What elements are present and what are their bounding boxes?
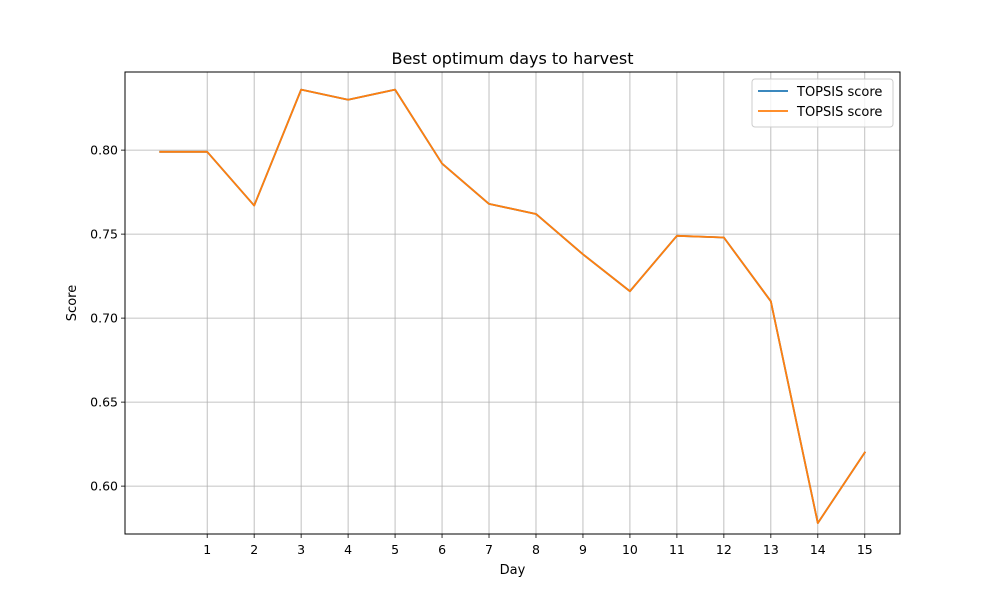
legend-label-topsis-score-1: TOPSIS score (796, 85, 882, 100)
x-axis-label: Day (500, 563, 526, 578)
y-tick-label: 0.75 (90, 227, 118, 242)
x-tick-label: 5 (391, 542, 399, 557)
x-tick-label: 4 (344, 542, 352, 557)
x-tick-label: 11 (669, 542, 685, 557)
x-tick-label: 9 (579, 542, 587, 557)
grid (125, 72, 900, 534)
x-tick-label: 10 (622, 542, 638, 557)
y-tick-label: 0.70 (90, 311, 118, 326)
legend: TOPSIS score TOPSIS score (751, 78, 894, 128)
x-tick-label: 8 (532, 542, 540, 557)
x-tick-label: 3 (297, 542, 305, 557)
x-tick-label: 13 (763, 542, 779, 557)
y-tick-label: 0.60 (90, 479, 118, 494)
x-tick-label: 6 (438, 542, 446, 557)
x-tick-label: 14 (810, 542, 826, 557)
x-tick-label: 12 (716, 542, 732, 557)
x-tick-label: 1 (203, 542, 211, 557)
x-tick-label: 7 (485, 542, 493, 557)
series-line-topsis-score-1 (159, 88, 867, 524)
chart-title: Best optimum days to harvest (391, 49, 633, 68)
series-line-topsis-score-2 (159, 88, 867, 524)
plot-area-frame (124, 71, 901, 535)
legend-label-topsis-score-2: TOPSIS score (796, 105, 882, 120)
y-tick-label: 0.80 (90, 143, 118, 158)
y-tick-label: 0.65 (90, 395, 118, 410)
axis-ticks: 1 2 3 4 5 6 7 8 9 10 11 12 13 14 150.600.650.700.750.8… (90, 143, 873, 557)
x-tick-label: 2 (250, 542, 258, 557)
x-tick-label: 15 (857, 542, 873, 557)
y-axis-label: Score (65, 285, 80, 321)
series-lines (159, 88, 867, 524)
